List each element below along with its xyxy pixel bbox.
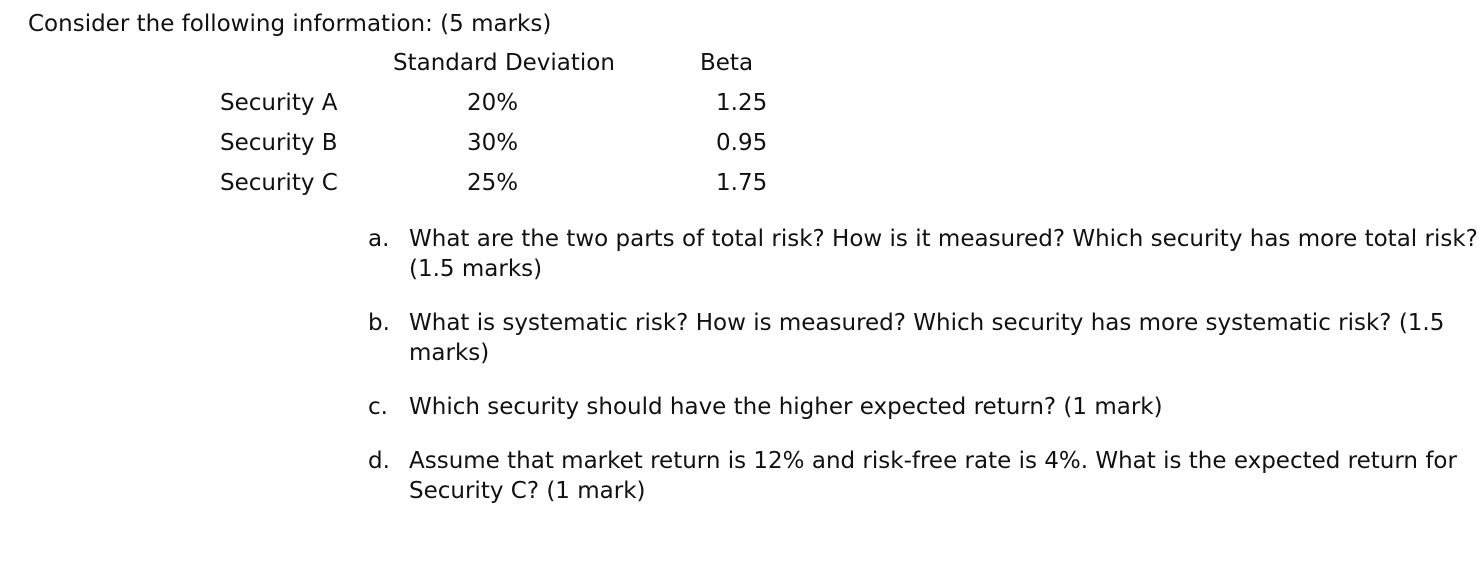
row-b-std-dev: 30% — [467, 130, 519, 156]
question-b-letter: b. — [368, 310, 390, 336]
row-a-beta: 1.25 — [716, 90, 768, 116]
question-d: d. Assume that market return is 12% and … — [368, 446, 1480, 506]
header-standard-deviation: Standard Deviation — [393, 50, 615, 76]
row-c-security: Security C — [220, 170, 338, 196]
question-a-text: What are the two parts of total risk? Ho… — [409, 226, 1478, 282]
intro-text: Consider the following information: (5 m… — [28, 11, 552, 37]
question-d-text: Assume that market return is 12% and ris… — [409, 448, 1457, 504]
row-a-security: Security A — [220, 90, 338, 116]
question-d-letter: d. — [368, 448, 390, 474]
question-a: a. What are the two parts of total risk?… — [368, 224, 1480, 284]
question-a-letter: a. — [368, 226, 390, 252]
question-c: c. Which security should have the higher… — [368, 392, 1480, 422]
row-b-security: Security B — [220, 130, 338, 156]
row-a-std-dev: 20% — [467, 90, 519, 116]
question-b: b. What is systematic risk? How is measu… — [368, 308, 1480, 368]
question-c-text: Which security should have the higher ex… — [409, 394, 1163, 420]
header-beta: Beta — [700, 50, 754, 76]
question-b-text: What is systematic risk? How is measured… — [409, 310, 1445, 366]
row-c-beta: 1.75 — [716, 170, 768, 196]
row-b-beta: 0.95 — [716, 130, 768, 156]
row-c-std-dev: 25% — [467, 170, 519, 196]
question-list: a. What are the two parts of total risk?… — [368, 224, 1480, 506]
question-c-letter: c. — [368, 394, 388, 420]
